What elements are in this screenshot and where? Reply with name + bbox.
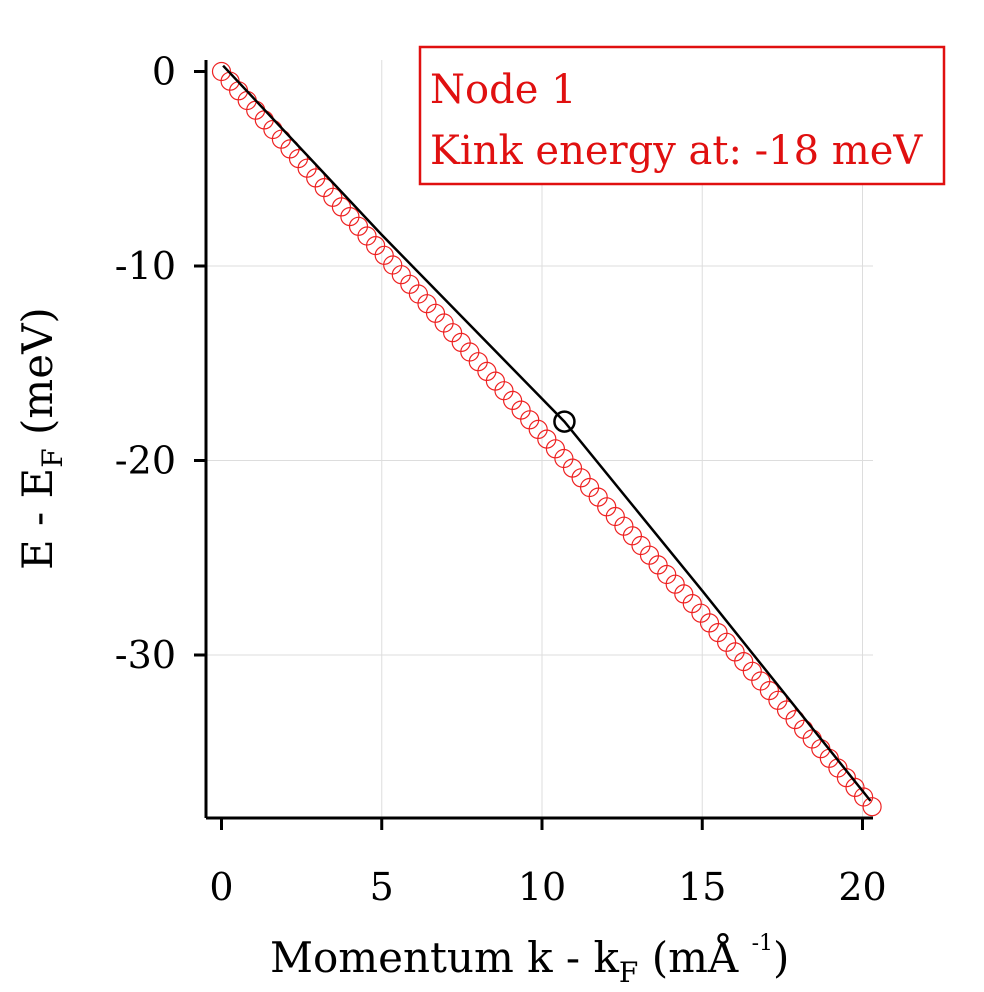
kink-marker-group bbox=[553, 410, 576, 433]
fit-line-group bbox=[222, 64, 872, 802]
y-tick-label-3: -30 bbox=[115, 633, 176, 677]
x-tick-label-4: 20 bbox=[838, 865, 886, 909]
y-tick-label-0: 0 bbox=[152, 50, 176, 94]
x-tick-label-2: 10 bbox=[518, 865, 566, 909]
axes bbox=[204, 60, 873, 820]
x-tick-label-3: 15 bbox=[678, 865, 726, 909]
x-tick-label-1: 5 bbox=[370, 865, 394, 909]
annotation-border bbox=[418, 45, 946, 186]
data-point-76 bbox=[862, 797, 882, 817]
annotation-line-2: Kink energy at: -18 meV bbox=[430, 128, 923, 174]
kink-marker bbox=[553, 410, 576, 433]
grid bbox=[206, 60, 873, 818]
x-axis-title: Momentum k - kF (mÅ -1) bbox=[270, 931, 789, 989]
y-ticks: 0 -10 -20 -30 bbox=[115, 50, 206, 677]
y-axis-title: E - EF (meV) bbox=[13, 307, 69, 570]
y-tick-label-2: -20 bbox=[115, 439, 176, 483]
x-ticks: 0 5 10 15 20 bbox=[209, 818, 887, 909]
annotation-box: Node 1 Kink energy at: -18 meV bbox=[418, 45, 946, 186]
y-tick-label-1: -10 bbox=[115, 244, 176, 288]
fit-line bbox=[222, 64, 872, 802]
annotation-line-1: Node 1 bbox=[430, 67, 577, 113]
x-tick-label-0: 0 bbox=[209, 865, 233, 909]
